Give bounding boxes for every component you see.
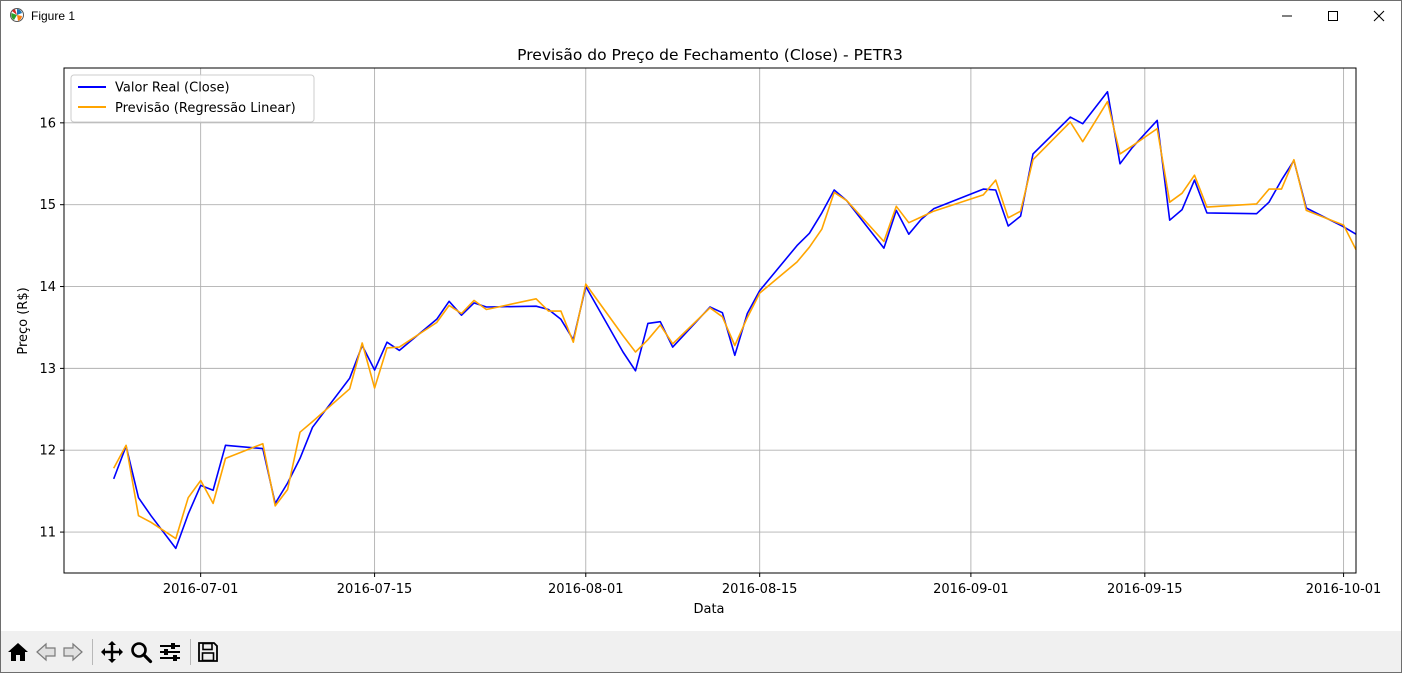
x-tick-label: 2016-10-01 [1306, 582, 1382, 597]
x-tick-label: 2016-09-15 [1107, 582, 1183, 597]
figure-canvas[interactable]: 2016-07-01 2016-07-15 2016-08-01 2016-08-15… [1, 31, 1401, 631]
x-tick-label: 2016-08-15 [722, 582, 798, 597]
maximize-button[interactable] [1310, 1, 1356, 31]
toolbar-separator [190, 639, 191, 665]
line-chart: 2016-07-01 2016-07-15 2016-08-01 2016-08-15… [16, 46, 1381, 617]
series-lines [112, 90, 1357, 550]
configure-subplots-icon [160, 643, 180, 661]
legend-box [70, 74, 315, 123]
zoom-button[interactable] [128, 639, 154, 665]
matplotlib-logo-icon [10, 8, 24, 22]
x-axis-label: Data [693, 602, 724, 617]
zoom-icon [131, 642, 153, 664]
close-button[interactable] [1356, 1, 1401, 31]
y-tick-label: 15 [39, 198, 56, 213]
axis-ticks: 2016-07-01 2016-07-15 2016-08-01 2016-08-15… [39, 116, 1381, 597]
minimize-icon [1282, 15, 1292, 17]
y-tick-label: 11 [39, 526, 56, 541]
y-tick-label: 14 [39, 280, 56, 295]
maximize-icon [1328, 11, 1338, 21]
save-icon [198, 642, 218, 662]
x-tick-label: 2016-07-01 [163, 582, 239, 597]
forward-icon [63, 642, 83, 662]
series-line-prediction [112, 100, 1357, 540]
configure-subplots-button[interactable] [157, 639, 183, 665]
window-title: Figure 1 [31, 9, 76, 23]
pan-button[interactable] [99, 639, 125, 665]
chart-title: Previsão do Preço de Fechamento (Close) … [517, 46, 903, 64]
legend: Valor Real (Close) Previsão (Regressão L… [70, 74, 315, 123]
pan-icon [101, 641, 123, 663]
back-icon [36, 642, 56, 662]
navigation-toolbar [1, 631, 1401, 672]
y-tick-label: 12 [39, 444, 56, 459]
close-icon [1373, 10, 1385, 22]
home-button[interactable] [5, 639, 31, 665]
save-button[interactable] [195, 639, 221, 665]
y-tick-label: 13 [39, 362, 56, 377]
grid [64, 68, 1356, 573]
x-tick-label: 2016-08-01 [548, 582, 624, 597]
back-button[interactable] [33, 639, 59, 665]
title-bar[interactable]: Figure 1 [1, 1, 1401, 31]
toolbar-separator [92, 639, 93, 665]
legend-label-pred: Previsão (Regressão Linear) [115, 101, 296, 116]
forward-button[interactable] [60, 639, 86, 665]
x-tick-label: 2016-07-15 [337, 582, 413, 597]
minimize-button[interactable] [1264, 1, 1310, 31]
series-line-real [112, 90, 1357, 550]
y-tick-label: 16 [39, 116, 56, 131]
axes-frame [63, 67, 1357, 574]
x-tick-label: 2016-09-01 [933, 582, 1009, 597]
home-icon [8, 643, 28, 661]
y-axis-label: Preço (R$) [16, 287, 31, 354]
legend-label-real: Valor Real (Close) [115, 81, 230, 96]
